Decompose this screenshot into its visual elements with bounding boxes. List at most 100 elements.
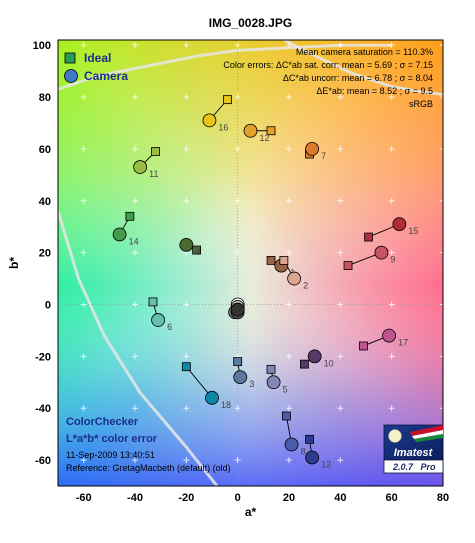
grid-cross <box>337 249 344 256</box>
ideal-marker-18 <box>181 362 191 372</box>
patch-label-17: 17 <box>398 338 408 348</box>
grid-cross <box>183 301 190 308</box>
grid-cross <box>80 145 87 152</box>
logo-stripe-green <box>414 434 443 442</box>
gamut-boundary <box>58 40 443 486</box>
grid <box>58 40 443 486</box>
y-tick-label: 60 <box>39 144 51 156</box>
grid-cross <box>80 301 87 308</box>
ideal-marker-1 <box>266 256 276 265</box>
grid-cross <box>440 197 443 204</box>
imatest-logo: Imatest 2.0.7 Pro <box>383 424 444 474</box>
gamut-curve <box>58 43 392 91</box>
grid-cross <box>80 405 87 412</box>
camera-marker-15 <box>392 217 407 232</box>
grid-cross <box>388 301 395 308</box>
legend: Ideal Camera <box>64 51 128 83</box>
gamut-curve <box>283 40 443 96</box>
ideal-marker-6 <box>148 297 158 307</box>
grid-cross <box>440 301 443 308</box>
patch-label-15: 15 <box>408 226 418 236</box>
patch-label-16: 16 <box>218 122 228 132</box>
grid-cross <box>234 145 241 152</box>
y-tick-label: 40 <box>39 196 51 208</box>
x-tick-label: 0 <box>235 492 241 504</box>
grid-cross <box>132 405 138 412</box>
grid-cross <box>286 457 292 464</box>
grid-cross <box>337 94 344 101</box>
grid-cross <box>234 42 241 49</box>
camera-marker-24 <box>230 302 245 317</box>
logo-sun-icon <box>388 429 402 443</box>
ideal-marker-15 <box>364 232 373 242</box>
patch-label-14: 14 <box>129 236 139 246</box>
legend-ideal-label: Ideal <box>84 51 111 65</box>
grid-cross <box>337 197 344 204</box>
y-tick-label: -20 <box>35 351 51 363</box>
y-tick-label: 100 <box>33 40 51 52</box>
chart-annotation: ColorChecker L*a*b* color error 11-Sep-2… <box>66 416 231 473</box>
logo-name: Imatest <box>394 447 434 459</box>
patch-label-8: 8 <box>301 447 306 457</box>
markers: 123456789101112131415161718 <box>112 95 418 469</box>
x-tick-label: 40 <box>334 492 346 504</box>
grid-cross <box>440 353 443 360</box>
logo-stripe-red <box>410 425 443 436</box>
grid-cross <box>440 42 443 49</box>
grid-cross <box>183 405 190 412</box>
y-tick-label: -60 <box>35 455 51 467</box>
grid-cross <box>234 405 241 412</box>
camera-marker-14 <box>112 227 127 242</box>
stat-colorspace: sRGB <box>409 99 433 109</box>
x-tick-label: 60 <box>386 492 398 504</box>
grid-cross <box>132 197 138 204</box>
grid-cross <box>183 353 190 360</box>
grid-cross <box>388 249 395 256</box>
grid-cross <box>80 42 87 49</box>
grid-cross <box>183 197 190 204</box>
camera-marker-11 <box>133 160 148 174</box>
annotation-reference: Reference: GretagMacbeth (default) (old) <box>66 463 231 473</box>
grid-cross <box>388 94 395 101</box>
ideal-marker-3 <box>233 357 243 366</box>
camera-marker-7 <box>305 142 320 156</box>
grid-cross <box>440 94 443 101</box>
plot-area: 123456789101112131415161718 <box>58 40 443 486</box>
grid-cross <box>132 301 138 308</box>
camera-marker-6 <box>151 313 166 327</box>
grid-cross <box>286 249 292 256</box>
grid-cross <box>337 353 344 360</box>
ideal-marker-10 <box>299 359 309 369</box>
grid-cross <box>337 405 344 412</box>
stats-box: Mean camera saturation = 110.3% Color er… <box>223 47 433 109</box>
grid-cross <box>286 145 292 152</box>
grid-cross <box>234 249 241 256</box>
grid-cross <box>80 353 87 360</box>
ideal-marker-17 <box>359 341 368 351</box>
grid-cross <box>388 405 395 412</box>
camera-marker-3 <box>233 370 248 384</box>
patch-label-11: 11 <box>149 169 158 179</box>
annotation-lab-error: L*a*b* color error <box>66 433 158 445</box>
grid-cross <box>80 197 87 204</box>
patch-label-18: 18 <box>221 400 231 410</box>
ideal-marker-5 <box>266 364 276 374</box>
patch-label-7: 7 <box>321 151 326 161</box>
grid-cross <box>337 301 344 308</box>
gamut-curve <box>58 210 219 486</box>
ideal-marker-4 <box>192 245 202 255</box>
annotation-date: 11-Sep-2009 13:40:51 <box>66 450 155 460</box>
annotation-colorchecker: ColorChecker <box>66 416 139 428</box>
stat-de: ΔE*ab: mean = 8.52 ; σ = 9.5 <box>316 86 433 96</box>
camera-marker-8 <box>284 437 299 452</box>
x-tick-label: -60 <box>76 492 92 504</box>
grid-cross <box>440 145 443 152</box>
grid-cross <box>286 301 292 308</box>
x-tick-label: 80 <box>437 492 449 504</box>
chart-title: IMG_0028.JPG <box>209 16 292 30</box>
grid-cross <box>286 405 292 412</box>
plot-background-orange <box>58 40 443 486</box>
camera-marker-13 <box>305 450 320 465</box>
ideal-marker-11 <box>151 147 160 156</box>
